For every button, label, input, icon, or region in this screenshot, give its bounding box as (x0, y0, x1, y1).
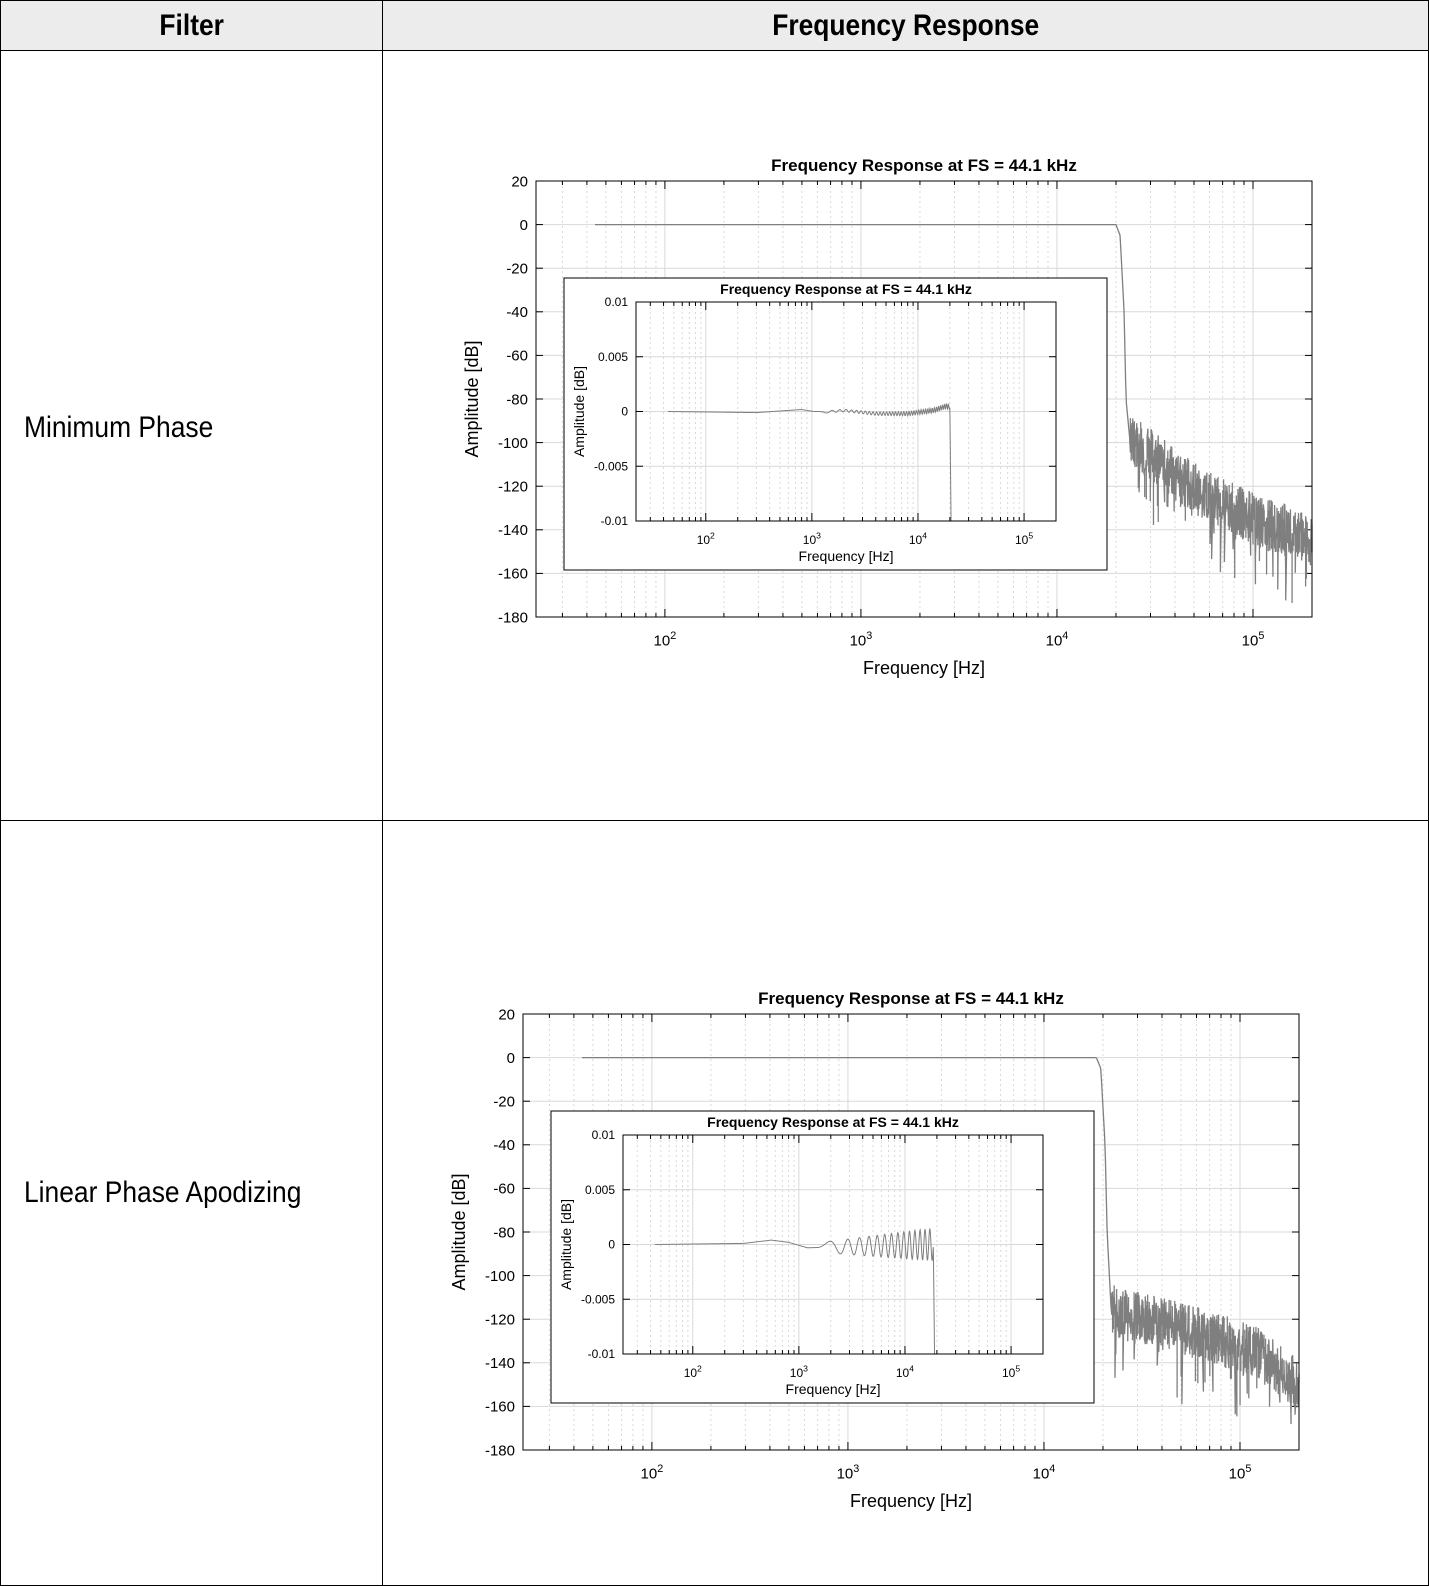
frequency-response-chart-linear-phase-apodizing: 20 0 -20 -40 -60 -80 -100 -120 -140 -160 -180 102 10… (449, 989, 1300, 1511)
x-tick-label: 103 (837, 1463, 860, 1483)
x-tick-label: 102 (654, 630, 677, 650)
y-tick-label: -140 (485, 1355, 515, 1372)
chart-title: Frequency Response at FS = 44.1 kHz (707, 1114, 959, 1130)
y-tick-label: -20 (506, 260, 528, 277)
filter-name: Minimum Phase (24, 411, 214, 444)
y-tick-label: 0 (520, 217, 528, 234)
y-tick-label: -160 (498, 566, 528, 583)
x-tick-label: 105 (1242, 630, 1265, 650)
inset-frame (563, 277, 1108, 571)
y-tick-label: -0.01 (601, 514, 629, 528)
x-tick-label: 105 (1229, 1463, 1252, 1483)
x-tick-label: 102 (641, 1463, 664, 1483)
filter-cell-linear-phase-apodizing: Linear Phase Apodizing (0, 820, 383, 1586)
inset-plot: 0.01 0.005 0 -0.005 -0.01 102 103 104 105 Frequen… (571, 281, 1057, 564)
chart-title: Frequency Response at FS = 44.1 kHz (758, 989, 1064, 1008)
series-line (582, 1056, 1300, 1425)
series-line (654, 1227, 936, 1355)
y-tick-label: -100 (498, 435, 528, 452)
y-tick-label: 20 (498, 1006, 515, 1023)
y-tick-label: 0.005 (598, 350, 628, 364)
plot-frame (522, 1013, 1300, 1451)
inset-frame (550, 1110, 1095, 1404)
y-tick-label: -160 (485, 1399, 515, 1416)
y-tick-label: -180 (485, 1442, 515, 1459)
series-line (595, 223, 1313, 603)
x-axis-label: Frequency [Hz] (850, 1491, 972, 1511)
chart-title: Frequency Response at FS = 44.1 kHz (771, 156, 1077, 175)
y-tick-label: -120 (485, 1311, 515, 1328)
y-tick-label: -40 (506, 304, 528, 321)
inset-chart: 0.01 0.005 0 -0.005 -0.01 102 103 104 105 Frequen… (550, 1110, 1095, 1404)
y-tick-label: 0.01 (592, 1128, 616, 1142)
frequency-response-chart-minimum-phase: 20 0 -20 -40 -60 -80 -100 -120 -140 -160 -180 102 10… (462, 156, 1313, 678)
y-tick-label: -40 (493, 1137, 515, 1154)
header-filter: Filter (0, 0, 383, 51)
x-tick-label: 102 (684, 1363, 702, 1379)
y-tick-label: 0 (507, 1050, 515, 1067)
y-tick-label: -60 (506, 348, 528, 365)
x-tick-label: 104 (1033, 1463, 1056, 1483)
inset-axes: 0.01 0.005 0 -0.005 -0.01 102 103 104 105 Frequen… (558, 1114, 1044, 1397)
y-tick-label: -80 (506, 391, 528, 408)
filter-name: Linear Phase Apodizing (24, 1176, 302, 1209)
y-tick-label: -0.01 (588, 1347, 616, 1361)
x-tick-label: 105 (1002, 1363, 1020, 1379)
y-axis-label: Amplitude [dB] (571, 366, 587, 457)
x-tick-label: 104 (909, 530, 927, 546)
x-tick-label: 103 (790, 1363, 808, 1379)
inset-plot: 0.01 0.005 0 -0.005 -0.01 102 103 104 105 Frequen… (558, 1114, 1044, 1397)
x-tick-label: 103 (850, 630, 873, 650)
filter-cell-minimum-phase: Minimum Phase (0, 50, 383, 821)
y-tick-label: -140 (498, 522, 528, 539)
x-axis-label: Frequency [Hz] (786, 1381, 881, 1397)
x-tick-label: 104 (896, 1363, 914, 1379)
header-frequency-response: Frequency Response (382, 0, 1429, 51)
y-tick-label: -80 (493, 1224, 515, 1241)
series-line (667, 403, 952, 522)
y-axis-label: Amplitude [dB] (558, 1199, 574, 1290)
y-tick-label: -20 (493, 1093, 515, 1110)
y-tick-label: 0.005 (585, 1183, 615, 1197)
plot-frame (622, 1134, 1044, 1355)
x-axis-label: Frequency [Hz] (863, 658, 985, 678)
x-tick-label: 103 (803, 530, 821, 546)
y-axis-label: Amplitude [dB] (449, 1173, 469, 1290)
inset-chart: 0.01 0.005 0 -0.005 -0.01 102 103 104 105 Frequen… (563, 277, 1108, 571)
x-axis-label: Frequency [Hz] (799, 548, 894, 564)
chart-title: Frequency Response at FS = 44.1 kHz (720, 281, 972, 297)
y-tick-label: -180 (498, 609, 528, 626)
x-tick-label: 102 (697, 530, 715, 546)
y-tick-label: -0.005 (581, 1292, 615, 1306)
x-tick-label: 104 (1046, 630, 1069, 650)
y-axis-label: Amplitude [dB] (462, 340, 482, 457)
y-tick-label: -100 (485, 1268, 515, 1285)
y-tick-label: 0 (621, 405, 628, 419)
y-tick-label: -120 (498, 478, 528, 495)
x-tick-label: 105 (1015, 530, 1033, 546)
y-tick-label: 0.01 (605, 295, 629, 309)
y-tick-label: -60 (493, 1181, 515, 1198)
plot-frame (535, 180, 1313, 618)
plot-frame (635, 301, 1057, 522)
y-tick-label: -0.005 (594, 459, 628, 473)
inset-axes: 0.01 0.005 0 -0.005 -0.01 102 103 104 105 Frequen… (571, 281, 1057, 564)
y-tick-label: 0 (608, 1238, 615, 1252)
y-tick-label: 20 (511, 173, 528, 190)
